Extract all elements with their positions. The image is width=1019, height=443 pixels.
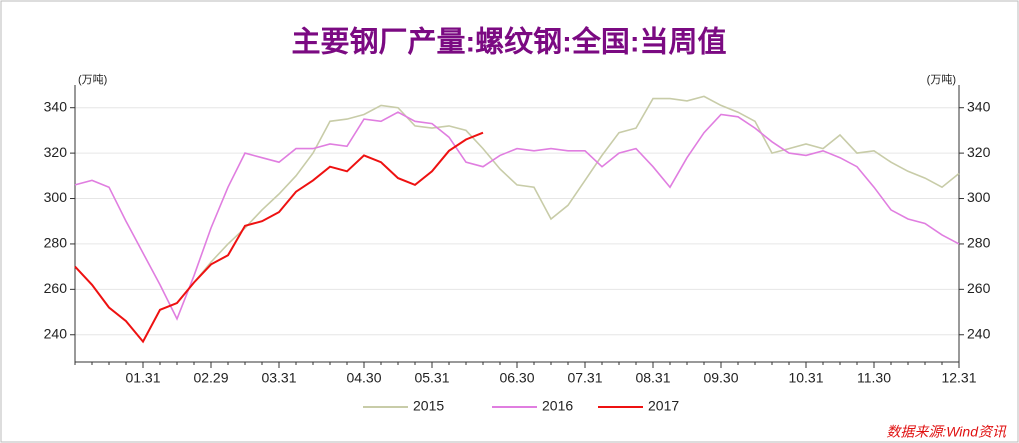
x-tick-label: 02.29: [193, 370, 228, 386]
legend-label: 2017: [648, 398, 679, 414]
chart-title: 主要钢厂产量:螺纹钢:全国:当周值: [292, 25, 727, 59]
y2-tick-label: 240: [967, 325, 991, 341]
x-tick-label: 01.31: [125, 370, 160, 386]
legend-label: 2015: [413, 398, 444, 414]
y2-tick-label: 260: [967, 280, 991, 296]
y2-tick-label: 300: [967, 189, 991, 205]
series-line: [193, 95, 960, 284]
y2-tick-label: 320: [967, 144, 991, 160]
y-tick-label: 260: [44, 280, 68, 296]
x-tick-label: 04.30: [346, 370, 381, 386]
legend-label: 2016: [542, 398, 573, 414]
source: 数据来源:Wind资讯: [886, 424, 1007, 440]
y-axis-label: (万吨): [78, 73, 107, 86]
series-line: [74, 111, 960, 321]
y-tick-label: 280: [44, 235, 68, 251]
x-tick-label: 07.31: [567, 370, 602, 386]
x-tick-label: 10.31: [788, 370, 823, 386]
y-tick-label: 320: [44, 144, 68, 160]
x-tick-label: 05.31: [414, 370, 449, 386]
y-tick-label: 300: [44, 189, 68, 205]
y2-tick-label: 340: [967, 98, 991, 114]
y-tick-label: 340: [44, 98, 68, 114]
x-tick-label: 12.31: [941, 370, 976, 386]
x-tick-label: 09.30: [703, 370, 738, 386]
y2-axis-label: (万吨): [927, 73, 956, 86]
y-tick-label: 240: [44, 325, 68, 341]
x-tick-label: 11.30: [857, 370, 891, 386]
x-tick-label: 06.30: [499, 370, 534, 386]
series-line: [74, 131, 484, 344]
y2-tick-label: 280: [967, 235, 991, 251]
x-tick-label: 03.31: [261, 370, 296, 386]
x-tick-label: 08.31: [635, 370, 670, 386]
